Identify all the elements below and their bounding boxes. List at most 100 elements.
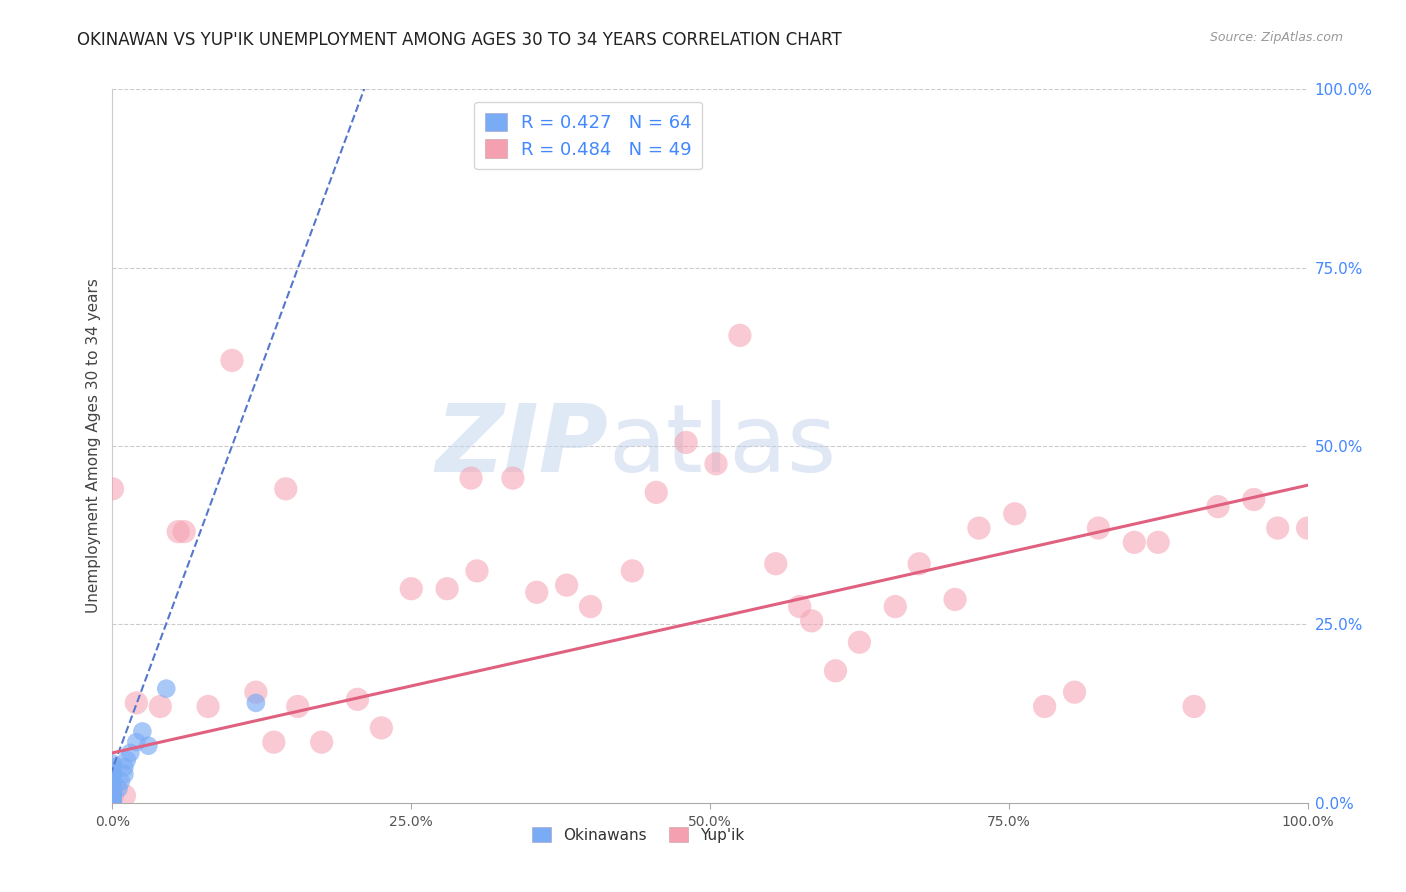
Point <box>101 771 124 785</box>
Point <box>101 796 124 810</box>
Point <box>465 564 488 578</box>
Point <box>245 696 267 710</box>
Point <box>101 796 124 810</box>
Point <box>149 699 172 714</box>
Point <box>221 353 243 368</box>
Point <box>370 721 392 735</box>
Point <box>114 789 135 803</box>
Point <box>101 760 124 774</box>
Point <box>101 796 124 810</box>
Point <box>526 585 548 599</box>
Point <box>502 471 524 485</box>
Point <box>824 664 846 678</box>
Point <box>101 796 124 810</box>
Point <box>197 699 219 714</box>
Point <box>101 796 124 810</box>
Point <box>621 564 644 578</box>
Point <box>1267 521 1289 535</box>
Point <box>101 796 124 810</box>
Point <box>287 699 309 714</box>
Point <box>101 796 124 810</box>
Point <box>101 796 124 810</box>
Point <box>101 796 124 810</box>
Point <box>884 599 907 614</box>
Point <box>245 685 267 699</box>
Point <box>1063 685 1085 699</box>
Point <box>173 524 195 539</box>
Point <box>101 796 124 810</box>
Point <box>943 592 966 607</box>
Point <box>120 746 142 760</box>
Point <box>101 796 124 810</box>
Point <box>101 796 124 810</box>
Point <box>789 599 811 614</box>
Text: OKINAWAN VS YUP'IK UNEMPLOYMENT AMONG AGES 30 TO 34 YEARS CORRELATION CHART: OKINAWAN VS YUP'IK UNEMPLOYMENT AMONG AG… <box>77 31 842 49</box>
Point <box>1004 507 1026 521</box>
Point <box>1182 699 1205 714</box>
Point <box>101 796 124 810</box>
Point <box>107 781 129 796</box>
Point <box>101 796 124 810</box>
Point <box>101 796 124 810</box>
Point <box>101 796 124 810</box>
Point <box>1206 500 1229 514</box>
Point <box>101 796 124 810</box>
Point <box>101 482 124 496</box>
Point <box>101 792 124 806</box>
Point <box>115 753 138 767</box>
Point <box>274 482 297 496</box>
Y-axis label: Unemployment Among Ages 30 to 34 years: Unemployment Among Ages 30 to 34 years <box>86 278 101 614</box>
Point <box>675 435 697 450</box>
Point <box>101 796 124 810</box>
Point <box>101 796 124 810</box>
Text: ZIP: ZIP <box>436 400 609 492</box>
Point <box>101 796 124 810</box>
Point <box>908 557 931 571</box>
Point <box>101 796 124 810</box>
Point <box>101 789 124 803</box>
Point <box>101 790 124 805</box>
Point <box>1087 521 1109 535</box>
Text: atlas: atlas <box>609 400 837 492</box>
Point <box>101 796 124 810</box>
Point <box>167 524 190 539</box>
Point <box>645 485 668 500</box>
Text: Source: ZipAtlas.com: Source: ZipAtlas.com <box>1209 31 1343 45</box>
Point <box>101 756 124 771</box>
Point <box>101 796 124 810</box>
Point <box>101 787 124 801</box>
Point <box>101 764 124 778</box>
Point <box>101 796 124 810</box>
Point <box>101 774 124 789</box>
Point <box>263 735 285 749</box>
Point <box>101 796 124 810</box>
Point <box>125 696 148 710</box>
Point <box>401 582 423 596</box>
Point <box>114 767 135 781</box>
Point <box>101 796 124 810</box>
Point <box>114 760 135 774</box>
Point <box>101 796 124 810</box>
Point <box>101 796 124 810</box>
Point <box>800 614 823 628</box>
Point <box>101 796 124 810</box>
Point <box>110 774 132 789</box>
Point <box>101 778 124 792</box>
Point <box>101 789 124 803</box>
Point <box>1123 535 1146 549</box>
Point <box>101 796 124 810</box>
Legend: Okinawans, Yup'ik: Okinawans, Yup'ik <box>526 821 751 848</box>
Point <box>311 735 333 749</box>
Point <box>101 785 124 799</box>
Point <box>967 521 990 535</box>
Point <box>101 796 124 810</box>
Point <box>101 796 124 810</box>
Point <box>1296 521 1319 535</box>
Point <box>101 796 124 810</box>
Point <box>101 796 124 810</box>
Point <box>131 724 153 739</box>
Point <box>460 471 482 485</box>
Point <box>101 796 124 810</box>
Point <box>101 796 124 810</box>
Point <box>101 767 124 781</box>
